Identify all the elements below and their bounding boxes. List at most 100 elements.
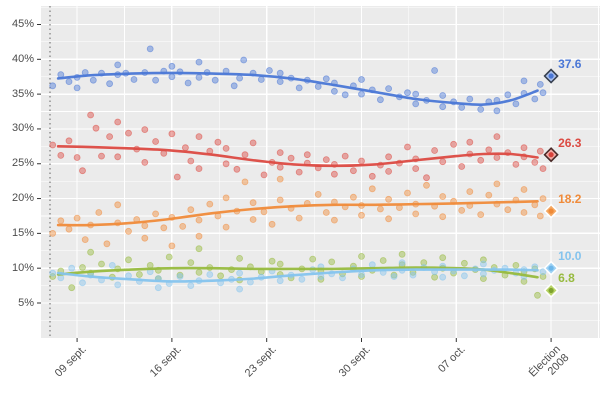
poll-scatter-point: [260, 208, 268, 216]
poll-scatter-point: [458, 206, 466, 214]
poll-scatter-point: [322, 156, 330, 164]
poll-scatter-point: [168, 130, 176, 138]
poll-scatter-point: [531, 95, 539, 103]
poll-scatter-point: [65, 137, 73, 145]
poll-scatter-point: [539, 273, 547, 280]
poll-scatter-point: [358, 273, 365, 280]
poll-scatter-point: [368, 261, 376, 269]
poll-scatter-point: [368, 172, 376, 180]
poll-scatter-point: [404, 89, 411, 97]
poll-scatter-point: [536, 81, 544, 88]
poll-scatter-point: [49, 269, 57, 277]
poll-scatter-point: [179, 222, 187, 230]
poll-scatter-point: [114, 153, 122, 161]
poll-scatter-point: [479, 270, 487, 278]
poll-scatter-point: [466, 138, 474, 146]
poll-scatter-point: [450, 140, 458, 148]
poll-scatter-point: [154, 284, 162, 292]
poll-scatter-point: [81, 236, 89, 244]
poll-scatter-point: [79, 279, 86, 287]
poll-scatter-point: [268, 220, 276, 228]
poll-scatter-point: [479, 260, 487, 268]
poll-scatter-point: [249, 216, 257, 223]
poll-scatter-point: [195, 268, 203, 276]
poll-scatter-point: [477, 211, 485, 219]
poll-scatter-point: [236, 74, 244, 82]
poll-scatter-point: [176, 273, 184, 280]
poll-scatter-point: [376, 205, 384, 213]
poll-scatter-point: [303, 151, 311, 159]
poll-scatter-point: [358, 157, 365, 165]
poll-scatter-point: [298, 275, 306, 283]
poll-scatter-point: [358, 271, 365, 278]
poll-scatter-point: [276, 163, 284, 171]
poll-scatter-point: [322, 209, 330, 216]
poll-scatter-point: [314, 83, 322, 90]
poll-scatter-point: [146, 45, 154, 53]
poll-scatter-point: [152, 210, 160, 218]
poll-scatter-point: [466, 188, 474, 196]
poll-scatter-point: [57, 217, 65, 225]
poll-scatter-point: [398, 250, 406, 258]
poll-scatter-point: [125, 227, 132, 235]
poll-scatter-point: [106, 80, 113, 88]
poll-scatter-point: [236, 254, 244, 262]
poll-scatter-point: [512, 261, 520, 269]
poll-scatter-point: [520, 186, 528, 193]
poll-scatter-point: [439, 273, 447, 281]
poll-scatter-point: [385, 167, 393, 175]
poll-scatter-point: [222, 160, 230, 168]
poll-scatter-point: [195, 58, 203, 66]
poll-scatter-point: [114, 201, 122, 209]
poll-scatter-point: [536, 147, 544, 155]
poll-scatter-point: [195, 165, 203, 173]
poll-scatter-point: [276, 196, 284, 204]
final-result-dot-green: [548, 287, 554, 294]
poll-scatter-point: [493, 154, 501, 161]
poll-scatter-point: [206, 271, 214, 278]
poll-scatter-point: [240, 56, 248, 64]
poll-scatter-point: [87, 111, 94, 119]
poll-scatter-point: [92, 124, 100, 132]
poll-scatter-point: [103, 240, 111, 248]
poll-scatter-point: [534, 291, 541, 299]
poll-scatter-point: [539, 89, 547, 97]
poll-scatter-point: [249, 199, 257, 207]
poll-scatter-point: [328, 258, 336, 266]
plot-background: [41, 6, 600, 338]
poll-scatter-point: [57, 151, 65, 159]
poll-scatter-point: [95, 209, 103, 216]
poll-scatter-point: [330, 170, 338, 178]
poll-scatter-point: [385, 85, 393, 92]
poll-scatter-point: [439, 213, 447, 221]
poll-scatter-point: [195, 133, 203, 141]
poll-scatter-point: [423, 174, 430, 182]
poll-scatter-point: [349, 193, 357, 201]
poll-scatter-point: [439, 103, 447, 111]
poll-scatter-point: [68, 284, 76, 292]
poll-scatter-point: [390, 273, 398, 280]
poll-scatter-point: [412, 90, 420, 98]
poll-scatter-point: [73, 214, 81, 222]
poll-scatter-point: [49, 229, 57, 237]
poll-scatter-point: [276, 149, 284, 157]
poll-scatter-point: [73, 84, 81, 92]
poll-scatter-point: [236, 269, 244, 277]
poll-scatter-point: [206, 200, 214, 208]
poll-scatter-point: [165, 253, 173, 261]
poll-scatter-point: [431, 273, 439, 281]
poll-scatter-point: [358, 211, 365, 219]
poll-scatter-point: [49, 141, 57, 149]
poll-scatter-point: [330, 87, 338, 95]
poll-scatter-point: [358, 90, 365, 98]
poll-scatter-point: [125, 256, 132, 264]
poll-scatter-point: [276, 260, 284, 268]
poll-scatter-point: [431, 147, 439, 154]
poll-scatter-point: [520, 209, 528, 216]
final-result-dot-light-blue: [548, 265, 554, 271]
poll-scatter-point: [539, 195, 547, 203]
poll-scatter-point: [257, 76, 265, 83]
poll-scatter-point: [181, 144, 189, 152]
poll-scatter-point: [125, 129, 132, 137]
